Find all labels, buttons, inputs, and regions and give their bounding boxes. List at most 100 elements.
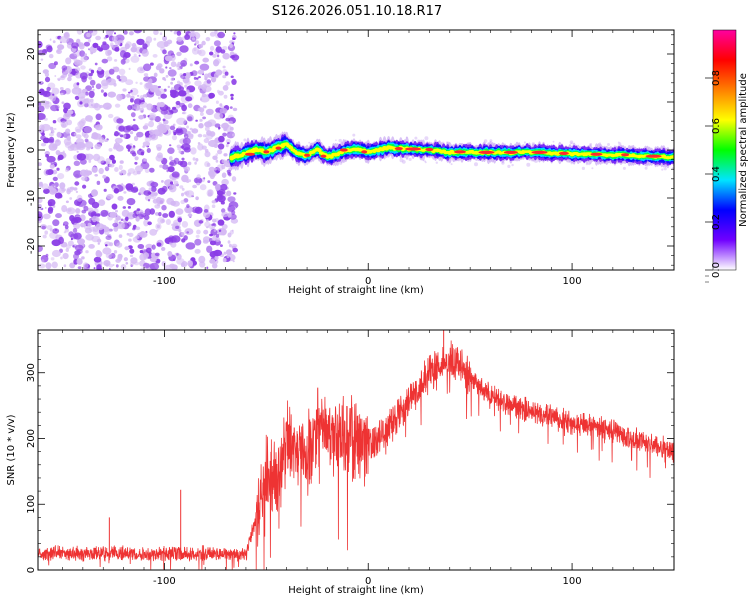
noise-speckle <box>73 216 82 223</box>
noise-speckle <box>206 245 213 253</box>
noise-speckle <box>139 82 143 85</box>
noise-speckle <box>105 158 111 164</box>
noise-speckle <box>194 40 200 45</box>
band-hotspot <box>405 147 422 151</box>
noise-speckle <box>211 200 217 204</box>
noise-speckle <box>175 63 181 68</box>
noise-speckle <box>51 129 55 134</box>
noise-speckle <box>77 266 82 269</box>
noise-speckle <box>75 208 80 214</box>
noise-speckle <box>48 132 54 137</box>
noise-speckle <box>135 81 138 85</box>
noise-speckle <box>170 61 177 68</box>
noise-speckle <box>95 113 102 121</box>
noise-speckle <box>113 250 118 254</box>
band-hotspot <box>339 148 348 152</box>
noise-speckle <box>56 108 60 112</box>
noise-speckle <box>98 167 104 175</box>
noise-speckle <box>57 157 61 161</box>
noise-speckle <box>148 187 152 192</box>
noise-speckle <box>146 91 155 98</box>
noise-speckle <box>100 209 109 217</box>
noise-speckle <box>50 257 55 261</box>
noise-speckle <box>203 209 209 213</box>
noise-speckle <box>109 154 115 161</box>
noise-speckle <box>58 236 64 244</box>
noise-speckle <box>107 30 115 34</box>
noise-speckle <box>95 213 101 217</box>
noise-speckle <box>77 144 82 149</box>
snr-series-line <box>38 340 674 570</box>
noise-speckle <box>177 217 182 223</box>
noise-speckle <box>184 72 191 79</box>
spectrogram-y-tick-label: 0 <box>26 147 37 153</box>
noise-speckle <box>171 108 178 114</box>
noise-speckle <box>170 77 175 81</box>
noise-speckle <box>69 262 76 269</box>
noise-speckle <box>121 209 130 217</box>
band-hotspot <box>304 153 311 157</box>
noise-speckle <box>121 182 124 186</box>
noise-speckle <box>209 237 213 243</box>
noise-speckle <box>56 139 60 143</box>
noise-speckle <box>195 234 200 238</box>
noise-speckle <box>150 186 157 193</box>
noise-speckle <box>112 222 119 228</box>
noise-speckle <box>186 204 190 209</box>
noise-speckle <box>178 150 182 154</box>
noise-speckle <box>147 199 151 202</box>
noise-speckle <box>45 262 52 270</box>
noise-speckle <box>142 145 145 148</box>
noise-speckle <box>232 107 238 112</box>
noise-speckle <box>46 155 56 163</box>
noise-speckle <box>107 91 117 98</box>
noise-speckle <box>177 147 182 151</box>
band-halo-speckle <box>507 164 511 168</box>
spectrogram-y-tick-label: -20 <box>26 238 37 254</box>
noise-speckle <box>120 218 124 222</box>
noise-speckle <box>230 75 234 79</box>
noise-speckle <box>58 193 63 199</box>
noise-speckle <box>119 134 124 138</box>
noise-speckle <box>176 144 181 149</box>
noise-speckle <box>79 50 86 57</box>
noise-speckle <box>147 221 152 226</box>
noise-speckle <box>181 174 189 183</box>
noise-speckle <box>92 88 95 91</box>
noise-speckle <box>134 156 139 161</box>
noise-speckle <box>176 51 182 57</box>
noise-speckle <box>90 51 94 55</box>
noise-speckle <box>173 84 182 91</box>
noise-speckle <box>93 153 101 162</box>
noise-speckle <box>155 154 164 162</box>
noise-speckle <box>227 196 236 203</box>
noise-speckle <box>120 264 127 270</box>
noise-speckle <box>76 150 79 153</box>
noise-speckle <box>101 58 109 64</box>
noise-speckle <box>59 87 64 90</box>
noise-speckle <box>223 153 228 157</box>
noise-speckle <box>222 85 229 91</box>
noise-speckle <box>221 211 229 218</box>
figure-title: S126.2026.051.10.18.R17 <box>272 4 442 19</box>
noise-speckle <box>143 252 150 259</box>
noise-speckle <box>63 102 71 110</box>
noise-speckle <box>196 182 200 186</box>
band-halo-speckle <box>586 161 589 164</box>
noise-speckle <box>160 218 166 224</box>
noise-speckle <box>85 234 94 241</box>
noise-speckle <box>227 240 231 244</box>
band-hotspot <box>590 152 603 156</box>
snr-y-tick-label: 200 <box>26 429 37 448</box>
noise-speckle <box>127 221 132 227</box>
noise-speckle <box>215 237 221 242</box>
noise-speckle <box>201 145 207 150</box>
noise-speckle <box>114 32 116 35</box>
noise-speckle <box>126 93 131 98</box>
noise-speckle <box>197 69 205 75</box>
noise-speckle <box>212 155 218 161</box>
noise-speckle <box>38 105 45 113</box>
band-hotspot <box>245 152 255 156</box>
noise-speckle <box>180 199 186 205</box>
noise-speckle <box>69 197 73 200</box>
